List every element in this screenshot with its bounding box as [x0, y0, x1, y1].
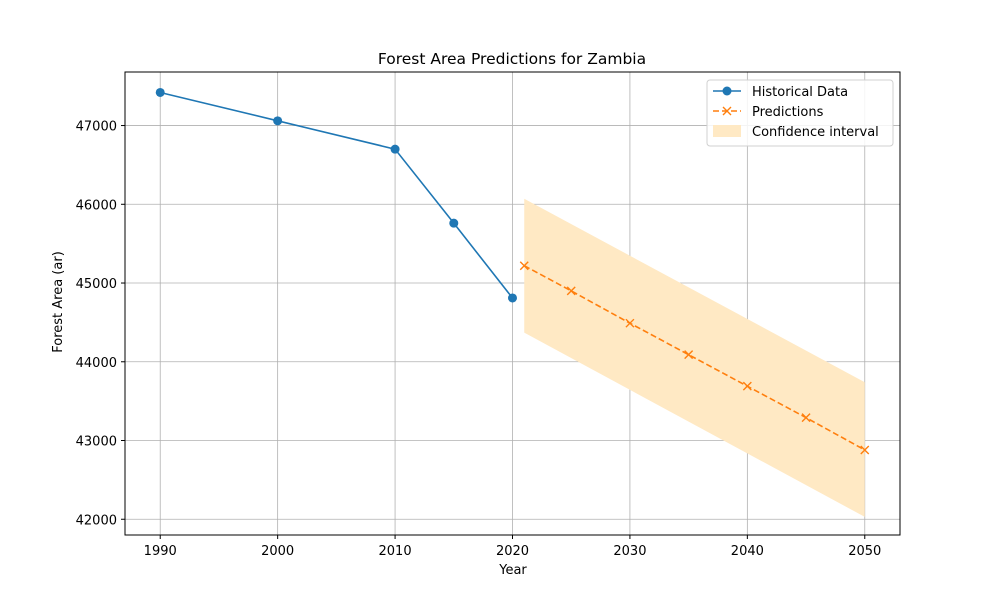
- data-point: [449, 218, 459, 228]
- x-tick-label: 2040: [731, 544, 764, 559]
- legend-label: Confidence interval: [752, 125, 879, 140]
- y-tick-label: 43000: [76, 435, 117, 450]
- x-tick-label: 2010: [379, 544, 412, 559]
- data-point: [860, 445, 870, 455]
- data-point: [742, 381, 752, 391]
- y-tick-label: 47000: [76, 120, 117, 135]
- legend-label: Historical Data: [752, 85, 848, 100]
- data-series: [155, 87, 870, 455]
- data-point: [566, 286, 576, 296]
- y-tick-label: 45000: [76, 277, 117, 292]
- data-point: [508, 293, 517, 303]
- axes: 1990 2000 2010 2020 2030 2040 2050 42000 43000 44…: [76, 71, 901, 559]
- data-point: [519, 261, 529, 271]
- x-axis-title: Year: [498, 563, 527, 578]
- legend-marker: [722, 86, 732, 96]
- x-tick-label: 2050: [848, 544, 881, 559]
- data-point: [155, 87, 165, 97]
- y-tick-label: 44000: [76, 356, 117, 371]
- legend-label: Predictions: [752, 105, 824, 120]
- data-point: [801, 413, 811, 423]
- x-tick-label: 2030: [613, 544, 646, 559]
- data-point: [390, 144, 400, 154]
- data-point: [273, 116, 283, 126]
- y-axis-title: Forest Area (ar): [51, 251, 66, 353]
- legend-marker: [722, 106, 732, 116]
- legend: Historical Data Predictions Confidence int…: [706, 79, 894, 147]
- x-tick-label: 2020: [496, 544, 529, 559]
- y-tick-label: 42000: [76, 513, 117, 528]
- data-point: [684, 350, 694, 360]
- chart-title: Forest Area Predictions for Zambia: [378, 50, 646, 68]
- legend-swatch: [713, 125, 741, 137]
- y-tick-label: 46000: [76, 198, 117, 213]
- legend-box: [706, 79, 894, 147]
- data-point: [625, 318, 635, 328]
- series-line-1: [160, 91, 514, 299]
- x-tick-label: 2000: [261, 544, 294, 559]
- x-tick-label: 1990: [144, 544, 177, 559]
